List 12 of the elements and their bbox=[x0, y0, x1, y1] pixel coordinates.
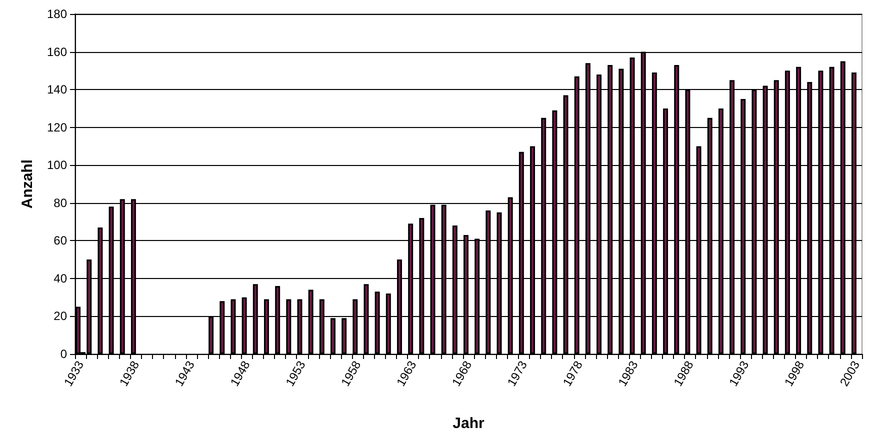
y-tick-label: 80 bbox=[54, 196, 68, 210]
y-axis-title: Anzahl bbox=[19, 159, 36, 209]
y-tick-label: 60 bbox=[54, 234, 68, 248]
y-tick-label: 140 bbox=[46, 82, 68, 97]
y-tick-label: 180 bbox=[46, 7, 68, 21]
y-tick-label: 40 bbox=[54, 271, 68, 286]
y-tick-label: 100 bbox=[46, 158, 68, 172]
y-tick-label: 0 bbox=[60, 347, 68, 361]
y-tick-label: 120 bbox=[46, 120, 68, 134]
y-tick-label: 160 bbox=[46, 44, 68, 59]
x-axis-title: Jahr bbox=[452, 415, 485, 432]
y-tick-label: 20 bbox=[54, 309, 68, 324]
